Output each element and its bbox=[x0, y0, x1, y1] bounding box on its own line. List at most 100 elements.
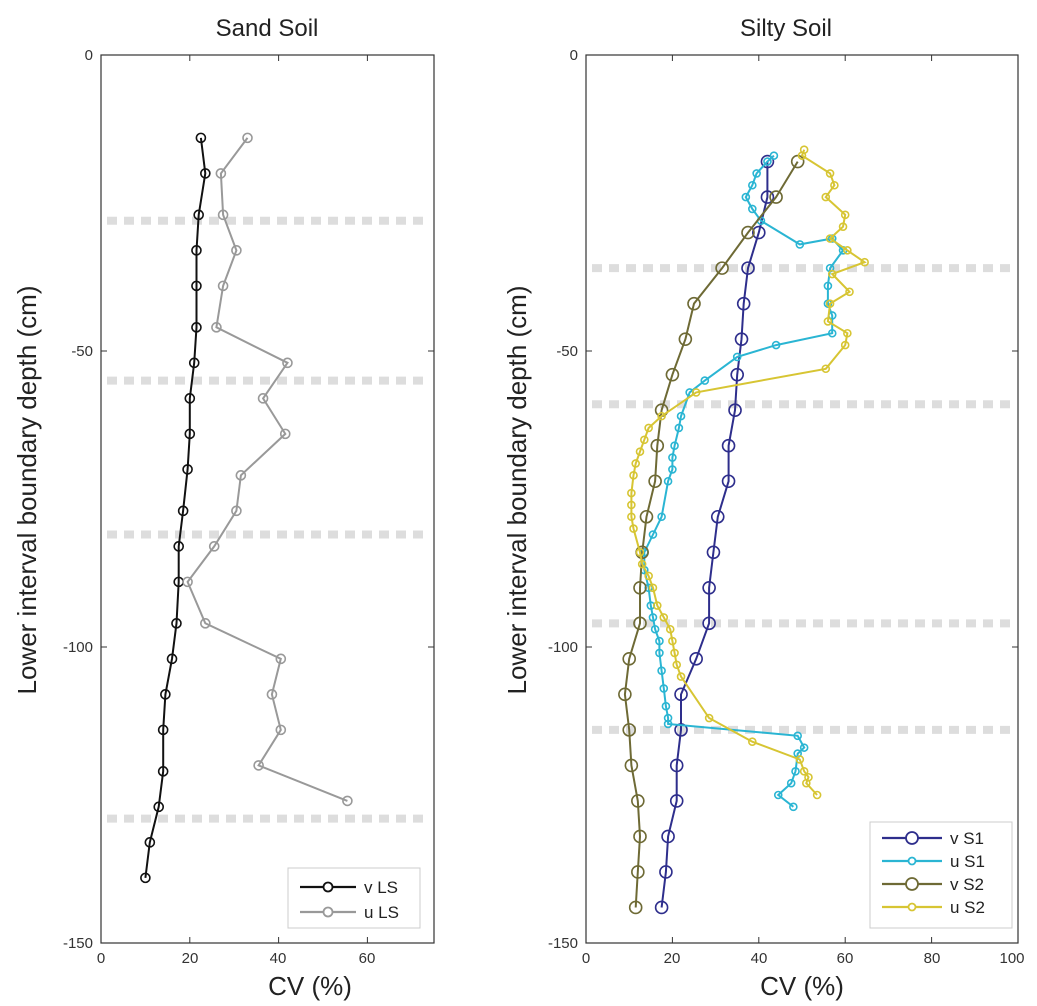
data-point bbox=[657, 411, 666, 421]
data-point bbox=[763, 157, 772, 166]
series-v-s1 bbox=[654, 154, 775, 915]
legend-label: v S1 bbox=[950, 829, 984, 848]
data-point bbox=[710, 509, 725, 524]
data-point bbox=[674, 423, 684, 433]
data-point bbox=[802, 778, 811, 788]
x-tick-label: 40 bbox=[751, 950, 768, 967]
data-point bbox=[627, 512, 636, 522]
series-line bbox=[660, 161, 769, 908]
legend-marker bbox=[322, 881, 334, 893]
data-point bbox=[741, 225, 755, 240]
data-point bbox=[157, 724, 169, 736]
data-point bbox=[702, 616, 716, 631]
data-point bbox=[665, 624, 675, 634]
data-point bbox=[668, 636, 677, 646]
data-point bbox=[827, 269, 837, 279]
data-point bbox=[751, 225, 766, 240]
y-tick-label: -100 bbox=[548, 639, 578, 656]
data-point bbox=[266, 689, 278, 700]
data-point bbox=[748, 737, 757, 747]
data-point bbox=[689, 652, 703, 666]
y-axis-label: Lower interval boundary depth (cm) bbox=[12, 286, 42, 695]
data-point bbox=[182, 576, 193, 588]
legend-box bbox=[287, 867, 421, 929]
y-axis-label: Lower interval boundary depth (cm) bbox=[502, 286, 532, 695]
data-point bbox=[618, 687, 632, 702]
data-point bbox=[628, 900, 643, 915]
data-point bbox=[184, 428, 196, 440]
data-point bbox=[823, 317, 833, 326]
data-point bbox=[670, 648, 679, 658]
data-point bbox=[195, 132, 207, 144]
data-point bbox=[715, 261, 729, 275]
x-tick-label: 20 bbox=[664, 950, 681, 967]
data-point bbox=[652, 601, 662, 610]
series-line bbox=[630, 149, 867, 796]
data-point bbox=[171, 618, 182, 629]
data-point bbox=[838, 222, 848, 231]
data-point bbox=[633, 616, 647, 631]
y-tick-label: -50 bbox=[71, 343, 93, 360]
data-point bbox=[639, 509, 654, 524]
chart-title: Silty Soil bbox=[740, 15, 832, 42]
data-series bbox=[140, 132, 353, 884]
x-tick-label: 100 bbox=[999, 950, 1024, 967]
data-point bbox=[821, 364, 831, 374]
chart-title: Sand Soil bbox=[216, 15, 319, 42]
chart-silty-soil: Silty Soil 0 -50 -100 -150 0 20 40 60 80… bbox=[502, 15, 1025, 1001]
data-point bbox=[648, 530, 658, 539]
y-tick-labels: 0 -50 -100 -150 bbox=[63, 47, 93, 952]
data-point bbox=[635, 547, 645, 557]
data-point bbox=[282, 357, 293, 369]
data-point bbox=[166, 653, 178, 665]
data-point bbox=[845, 287, 854, 297]
legend-marker bbox=[907, 856, 917, 866]
data-point bbox=[659, 684, 669, 693]
data-point bbox=[153, 801, 165, 813]
data-point bbox=[253, 760, 264, 771]
data-point bbox=[211, 322, 222, 333]
data-point bbox=[827, 328, 837, 338]
legend-glyphs bbox=[300, 881, 356, 918]
series-line bbox=[186, 137, 348, 802]
legend-marker bbox=[907, 902, 917, 912]
data-point bbox=[235, 470, 247, 481]
data-point bbox=[661, 829, 675, 844]
data-point bbox=[674, 687, 688, 702]
data-point bbox=[184, 393, 196, 404]
data-point bbox=[830, 180, 839, 190]
data-point bbox=[773, 790, 783, 800]
data-point bbox=[670, 441, 679, 451]
data-point bbox=[650, 438, 665, 453]
data-point bbox=[769, 190, 783, 204]
plot-frame bbox=[100, 54, 435, 944]
y-tick-label: -150 bbox=[548, 935, 578, 952]
data-point bbox=[648, 583, 658, 593]
data-point bbox=[193, 209, 204, 221]
data-point bbox=[631, 865, 645, 879]
plot-frame bbox=[585, 54, 1019, 944]
data-point bbox=[173, 541, 184, 552]
data-point bbox=[217, 209, 229, 221]
data-point bbox=[622, 723, 637, 737]
data-point bbox=[730, 367, 745, 382]
data-point bbox=[840, 340, 850, 350]
data-point bbox=[275, 724, 287, 736]
data-point bbox=[659, 613, 669, 622]
data-point bbox=[279, 428, 291, 440]
data-point bbox=[825, 234, 835, 243]
data-point bbox=[676, 672, 686, 681]
data-point bbox=[789, 802, 798, 812]
data-point bbox=[795, 240, 805, 249]
data-point bbox=[622, 652, 637, 666]
data-point bbox=[215, 168, 227, 179]
data-point bbox=[633, 829, 647, 844]
data-point bbox=[160, 689, 171, 700]
data-point bbox=[678, 332, 693, 346]
data-point bbox=[157, 766, 169, 777]
data-point bbox=[648, 474, 662, 489]
data-point bbox=[200, 618, 211, 629]
data-point bbox=[732, 352, 742, 362]
data-point bbox=[655, 648, 664, 658]
